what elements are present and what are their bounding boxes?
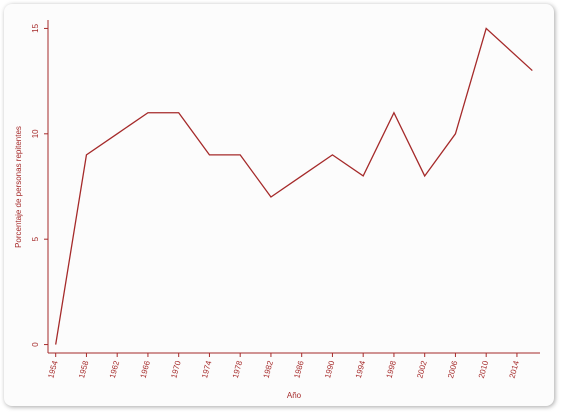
x-tick-label: 2002 <box>415 359 428 379</box>
x-tick-label: 2006 <box>446 359 459 379</box>
x-axis-label: Año <box>287 391 302 400</box>
x-tick-label: 1982 <box>262 359 275 379</box>
y-tick-label: 15 <box>31 23 40 32</box>
x-tick-label: 1970 <box>169 359 182 379</box>
x-tick-label: 1958 <box>77 359 90 379</box>
x-tick-label: 1990 <box>323 359 336 379</box>
y-tick-label: 5 <box>31 236 40 241</box>
data-line <box>55 27 533 345</box>
x-tick-label: 1974 <box>200 359 213 379</box>
chart-frame <box>4 4 554 406</box>
x-tick-label: 1978 <box>231 359 244 379</box>
x-tick-label: 1994 <box>354 359 367 379</box>
y-tick-label: 0 <box>31 342 40 347</box>
x-tick-label: 2014 <box>508 359 521 379</box>
x-tick-label: 1998 <box>385 359 398 379</box>
x-tick-label: 1954 <box>46 359 59 379</box>
x-tick-label: 2010 <box>477 359 490 379</box>
y-axis-label: Porcentaje de personas repitentes <box>14 126 23 248</box>
x-tick-label: 1966 <box>139 359 152 379</box>
x-tick-label: 1962 <box>108 359 121 379</box>
y-tick-label: 10 <box>31 129 40 138</box>
x-tick-label: 1986 <box>292 359 305 379</box>
